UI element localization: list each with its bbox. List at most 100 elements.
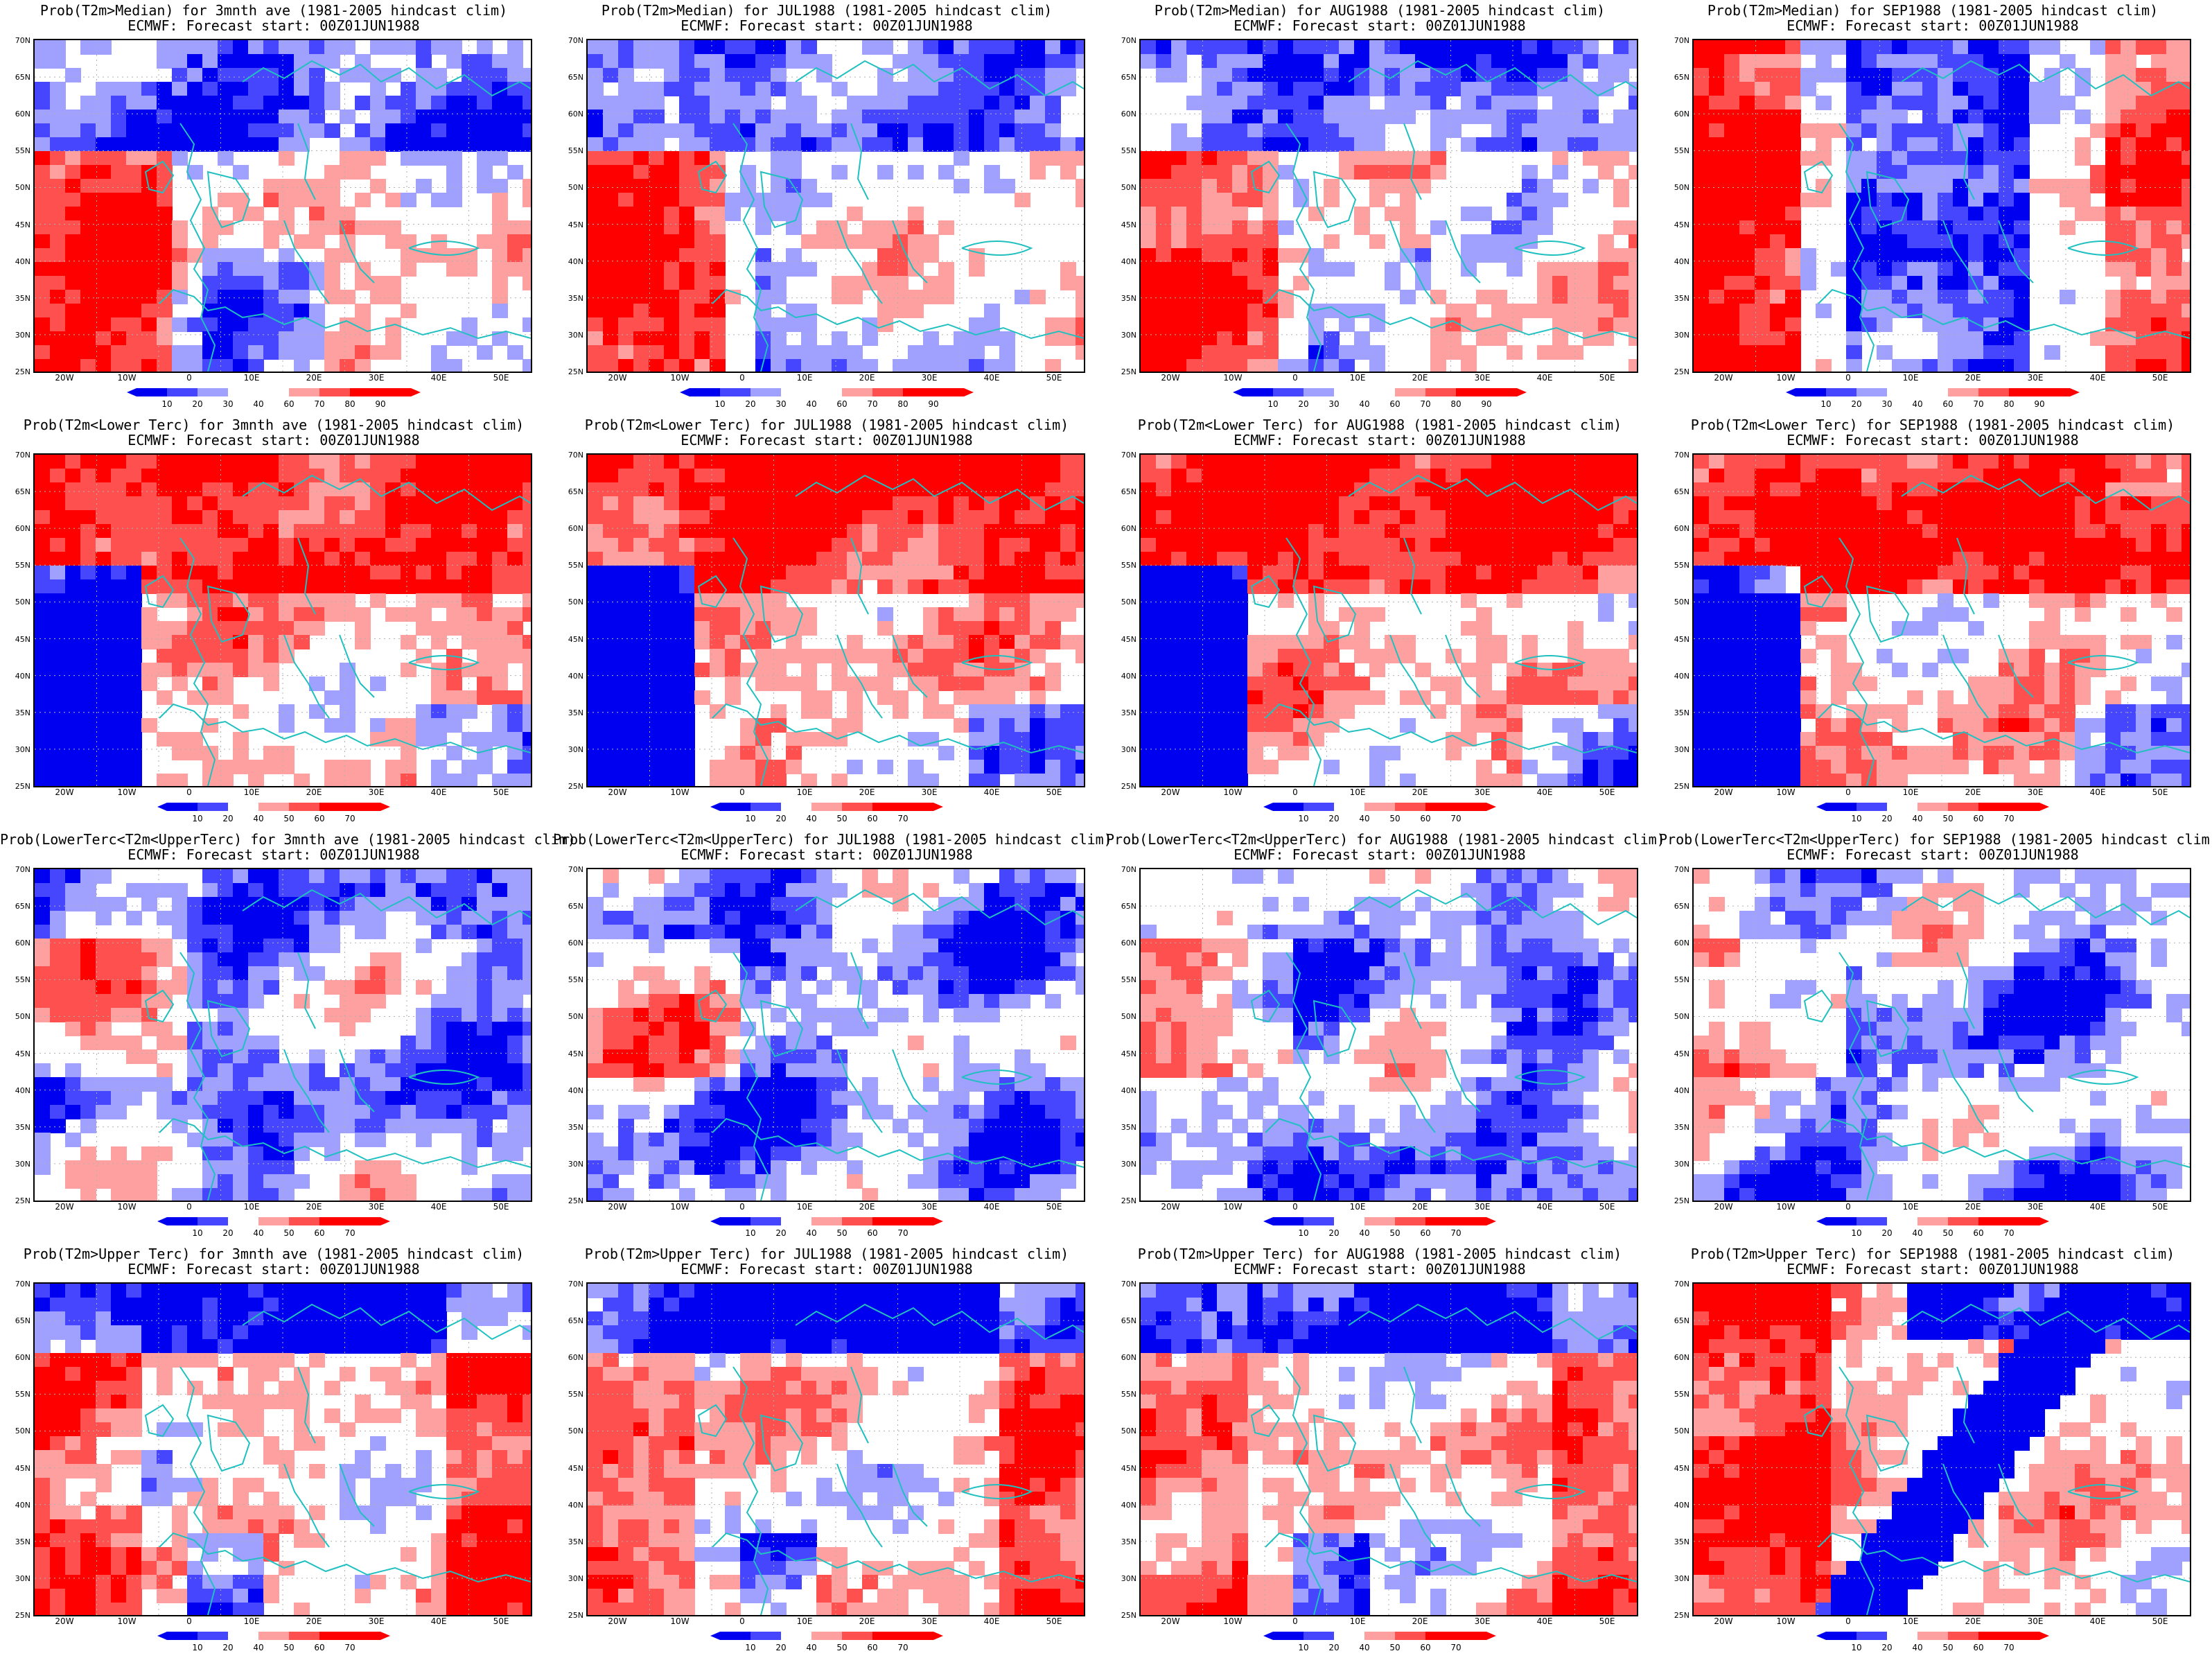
shaded-cell (847, 718, 863, 733)
shaded-cell (1846, 538, 1862, 552)
shaded-cell (908, 220, 924, 235)
shaded-cell (832, 718, 848, 733)
shaded-cell (1354, 538, 1370, 552)
shaded-cell (202, 566, 218, 580)
shaded-cell (1800, 40, 1816, 55)
shaded-cell (1739, 455, 1755, 469)
shaded-cell (649, 220, 665, 235)
shaded-cell (1846, 455, 1862, 469)
shaded-cell (1522, 510, 1538, 525)
shaded-cell (2136, 566, 2152, 580)
shaded-cell (263, 663, 279, 677)
shaded-cell (1785, 207, 1801, 221)
shaded-cell (1430, 110, 1446, 124)
shaded-cell (1186, 179, 1202, 193)
shaded-cell (1156, 718, 1172, 733)
shaded-cell (1247, 635, 1263, 649)
shaded-cell (1217, 137, 1233, 152)
shaded-cell (35, 234, 51, 249)
shaded-cell (1953, 359, 1969, 372)
shaded-cell (1400, 40, 1416, 55)
shaded-cell (462, 552, 477, 566)
shaded-cell (1076, 193, 1084, 207)
shaded-cell (1877, 290, 1893, 304)
shaded-cell (1430, 538, 1446, 552)
shaded-cell (35, 331, 51, 346)
shaded-cell (816, 359, 832, 372)
shaded-cell (1694, 331, 1710, 346)
shaded-cell (1076, 317, 1084, 332)
shaded-cell (847, 524, 863, 539)
shaded-cell (816, 566, 832, 580)
shaded-cell (1156, 593, 1172, 608)
shaded-cell (694, 54, 710, 69)
shaded-cell (847, 649, 863, 663)
shaded-cell (603, 331, 619, 346)
shaded-cell (1247, 566, 1263, 580)
shaded-cell (1202, 276, 1218, 290)
shaded-cell (1953, 552, 1969, 566)
shaded-cell (1968, 276, 1984, 290)
shaded-cell (1739, 359, 1755, 372)
shaded-cell (1583, 663, 1599, 677)
shaded-cell (2090, 524, 2106, 539)
longitude-tick-label: 20W (608, 373, 627, 383)
shaded-cell (1568, 110, 1583, 124)
shaded-cell (2014, 455, 2030, 469)
shaded-cell (877, 248, 893, 263)
shaded-cell (1755, 234, 1771, 249)
shaded-cell (588, 690, 604, 705)
shaded-cell (1476, 621, 1492, 636)
shaded-cell (588, 496, 604, 511)
shaded-cell (1709, 566, 1725, 580)
shaded-cell (1030, 96, 1046, 110)
shaded-cell (324, 359, 340, 372)
shaded-cell (1476, 110, 1492, 124)
shaded-cell (710, 96, 726, 110)
shaded-cell (786, 193, 802, 207)
shaded-cell (1171, 746, 1187, 760)
shaded-cell (1877, 276, 1893, 290)
shaded-cell (1629, 304, 1637, 318)
shaded-cell (801, 123, 817, 138)
shaded-cell (1537, 110, 1553, 124)
shaded-cell (1202, 304, 1218, 318)
shaded-cell (1293, 455, 1309, 469)
shaded-cell (893, 110, 909, 124)
shaded-cell (157, 469, 173, 483)
colorbar-label: 40 (806, 814, 817, 823)
shaded-cell (2060, 220, 2075, 235)
shaded-cell (279, 317, 295, 332)
shaded-cell (2090, 207, 2106, 221)
shaded-cell (492, 524, 508, 539)
shaded-cell (50, 524, 66, 539)
shaded-cell (1430, 165, 1446, 180)
shaded-cell (2105, 220, 2121, 235)
shaded-cell (1507, 663, 1522, 677)
colorbar-segment (1364, 388, 1395, 396)
shaded-cell (618, 207, 634, 221)
shaded-cell (1171, 359, 1187, 372)
shaded-cell (923, 290, 939, 304)
shaded-cell (1739, 248, 1755, 263)
shaded-cell (969, 649, 985, 663)
shaded-cell (1232, 331, 1248, 346)
shaded-cell (2121, 524, 2136, 539)
shaded-cell (1922, 234, 1938, 249)
shaded-cell (725, 40, 741, 55)
shaded-cell (1983, 207, 1999, 221)
shaded-cell (1476, 704, 1492, 719)
shaded-cell (233, 331, 249, 346)
shaded-cell (1613, 579, 1629, 594)
shaded-cell (1694, 234, 1710, 249)
shaded-cell (462, 704, 477, 719)
shaded-cell (172, 455, 188, 469)
shaded-cell (1141, 635, 1157, 649)
shaded-cell (1537, 68, 1553, 82)
shaded-cell (187, 40, 203, 55)
shaded-cell (111, 151, 127, 166)
shaded-cell (1476, 663, 1492, 677)
shaded-cell (969, 359, 985, 372)
shaded-cell (111, 510, 127, 525)
shaded-cell (1598, 774, 1614, 786)
